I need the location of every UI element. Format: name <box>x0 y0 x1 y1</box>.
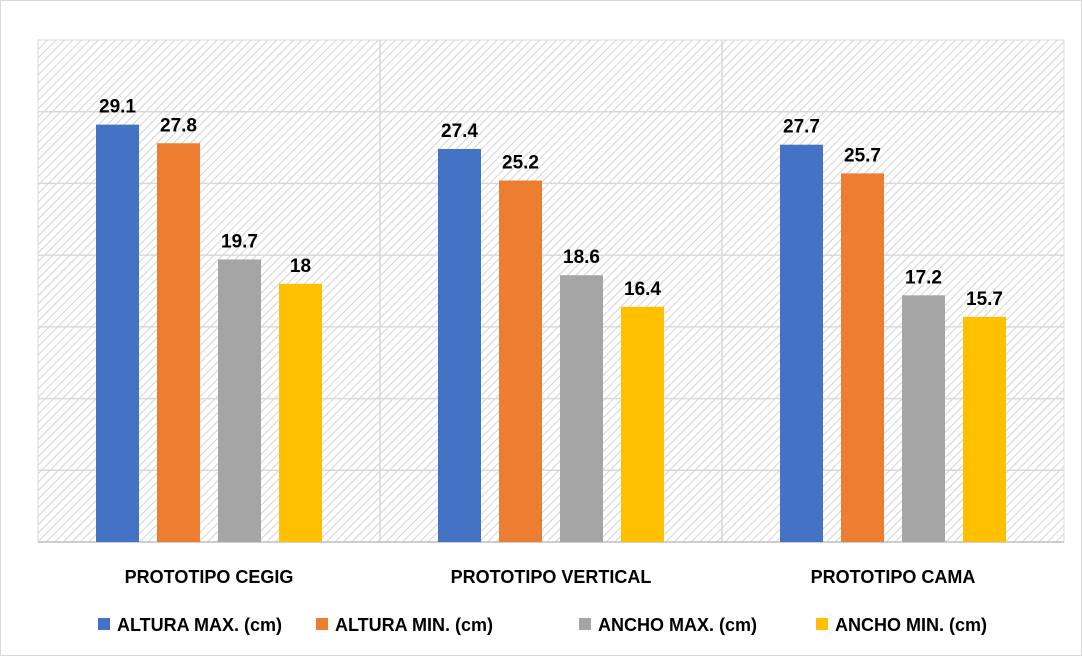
legend-label: ALTURA MIN. (cm) <box>335 615 493 635</box>
bar <box>902 295 945 542</box>
bar <box>438 149 481 542</box>
category-axis: PROTOTIPO CEGIG PROTOTIPO VERTICAL PROTOTI… <box>125 567 976 587</box>
plot-area <box>37 39 1065 543</box>
data-label: 29.1 <box>99 97 136 118</box>
bar <box>96 124 139 542</box>
category-label: PROTOTIPO CEGIG <box>125 567 294 587</box>
data-label: 18.6 <box>563 247 600 268</box>
bar <box>560 275 603 542</box>
legend-swatch <box>816 618 828 630</box>
legend-label: ALTURA MAX. (cm) <box>117 615 282 635</box>
bar <box>621 306 664 542</box>
data-label: 16.4 <box>624 279 661 300</box>
data-label: 27.4 <box>441 121 478 142</box>
bar <box>780 144 823 542</box>
legend-swatch <box>316 618 328 630</box>
legend-label: ANCHO MIN. (cm) <box>835 615 987 635</box>
bar <box>218 259 261 542</box>
bar <box>279 283 322 542</box>
gridlines <box>38 40 1064 543</box>
data-label: 18 <box>290 256 311 277</box>
bar <box>157 143 200 543</box>
category-label: PROTOTIPO CAMA <box>811 567 976 587</box>
data-label: 15.7 <box>966 289 1003 310</box>
bar <box>841 173 884 543</box>
data-label: 27.8 <box>160 115 197 136</box>
bar <box>963 316 1006 542</box>
data-label: 27.7 <box>783 117 820 138</box>
legend-label: ANCHO MAX. (cm) <box>598 615 757 635</box>
data-labels: 29.1 27.8 19.7 18 27.4 25.2 18.6 16.4 27.7 25.7 17… <box>99 97 1003 310</box>
legend-swatch <box>579 618 591 630</box>
data-label: 17.2 <box>905 267 942 288</box>
data-label: 25.2 <box>502 153 539 174</box>
category-label: PROTOTIPO VERTICAL <box>451 567 652 587</box>
bar <box>499 180 542 542</box>
legend-swatch <box>98 618 110 630</box>
bars <box>96 124 1006 543</box>
data-label: 25.7 <box>844 145 881 166</box>
data-label: 19.7 <box>221 231 258 252</box>
legend: ALTURA MAX. (cm) ALTURA MIN. (cm) ANCHO MA… <box>98 615 987 635</box>
